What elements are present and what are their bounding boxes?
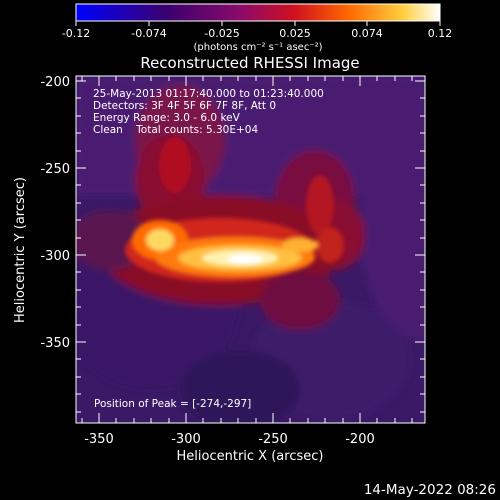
colorbar-gradient: [75, 3, 441, 22]
colorbar-tick-label: -0.025: [204, 27, 239, 40]
y-tick-label: -250: [40, 162, 70, 177]
colorbar-unit-label: (photons cm⁻² s⁻¹ asec⁻²): [193, 42, 322, 53]
y-tick-label: -200: [40, 75, 70, 90]
colorbar-tick-label: -0.12: [62, 27, 90, 40]
x-axis-label: Heliocentric X (arcsec): [177, 449, 324, 464]
plot-timestamp: 14-May-2022 08:26: [364, 482, 496, 498]
colorbar: -0.12 -0.074 -0.025 0.025 0.074 0.12 (ph…: [62, 3, 453, 53]
info-line: Energy Range: 3.0 - 6.0 keV: [93, 112, 241, 124]
info-line: Detectors: 3F 4F 5F 6F 7F 8F, Att 0: [93, 100, 276, 112]
axis-ticks: [76, 76, 425, 423]
colorbar-tick-label: 0.074: [351, 27, 383, 40]
y-tick-label: -300: [40, 249, 70, 264]
colorbar-tick-label: -0.074: [131, 27, 166, 40]
colorbar-tick-label: 0.12: [428, 27, 453, 40]
y-axis-label: Heliocentric Y (arcsec): [13, 177, 28, 323]
info-line: Clean Total counts: 5.30E+04: [93, 124, 258, 136]
plot-frame: [75, 75, 426, 424]
info-line: 25-May-2013 01:17:40.000 to 01:23:40.000: [93, 88, 324, 100]
x-tick-label: -350: [84, 432, 114, 447]
x-tick-label: -250: [258, 432, 288, 447]
colorbar-tick-label: 0.025: [279, 27, 311, 40]
peak-position-label: Position of Peak = [-274,-297]: [94, 398, 251, 410]
info-annotation: 25-May-2013 01:17:40.000 to 01:23:40.000…: [93, 88, 324, 136]
x-tick-label: -300: [171, 432, 201, 447]
y-tick-label: -350: [40, 336, 70, 351]
rhessi-image: [76, 76, 425, 423]
x-tick-label: -200: [345, 432, 375, 447]
plot-title: Reconstructed RHESSI Image: [140, 54, 359, 72]
